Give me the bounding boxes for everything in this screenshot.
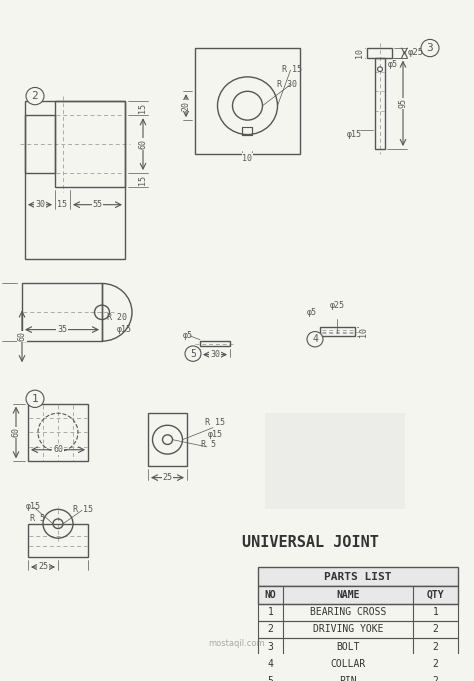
Bar [320, 327, 355, 336]
Bar [258, 638, 458, 655]
Text: BEARING CROSS: BEARING CROSS [310, 607, 386, 617]
Bar [258, 621, 458, 638]
Text: 4: 4 [312, 334, 318, 344]
Text: 95: 95 [399, 98, 408, 108]
Bar [375, 58, 385, 149]
Text: 35: 35 [57, 325, 67, 334]
Text: UNIVERSAL JOINT: UNIVERSAL JOINT [242, 535, 378, 550]
Text: mostaqil.com: mostaqil.com [209, 639, 265, 648]
Bar [195, 48, 300, 154]
Bar [200, 341, 230, 346]
Text: 60: 60 [11, 428, 20, 437]
Text: 2: 2 [433, 676, 438, 681]
Text: 2: 2 [267, 624, 273, 635]
Text: 30: 30 [35, 200, 45, 209]
Text: 55: 55 [92, 200, 102, 209]
Text: 3: 3 [427, 43, 433, 53]
Text: 15: 15 [138, 175, 147, 185]
Text: PIN: PIN [339, 676, 357, 681]
Text: φ5: φ5 [307, 308, 317, 317]
Text: R 15: R 15 [283, 65, 302, 74]
Text: 4: 4 [267, 659, 273, 669]
Bar [28, 404, 88, 461]
Bar [148, 413, 187, 466]
Text: R 15: R 15 [73, 505, 93, 514]
Bar [258, 586, 458, 603]
Text: 25: 25 [163, 473, 173, 482]
Text: 2: 2 [433, 642, 438, 652]
Circle shape [26, 87, 44, 105]
Text: 25: 25 [38, 563, 48, 571]
Bar [25, 101, 70, 259]
Text: R 20: R 20 [107, 313, 127, 321]
Text: 10: 10 [243, 154, 253, 163]
Circle shape [185, 346, 201, 362]
Text: 1: 1 [433, 607, 438, 617]
Bar [258, 567, 458, 586]
Text: COLLAR: COLLAR [330, 659, 365, 669]
Text: 5: 5 [267, 676, 273, 681]
Bar [25, 101, 125, 259]
Bar [367, 48, 392, 58]
Text: 2: 2 [32, 91, 38, 101]
Circle shape [421, 39, 439, 57]
Bar [265, 413, 405, 509]
Text: φ15: φ15 [347, 130, 362, 139]
Text: PARTS LIST: PARTS LIST [324, 571, 392, 582]
Text: NO: NO [264, 590, 276, 600]
Circle shape [26, 390, 44, 407]
Text: R 5: R 5 [201, 441, 217, 449]
Text: φ15: φ15 [26, 502, 40, 511]
Text: 10: 10 [359, 327, 368, 336]
Bar [258, 603, 458, 621]
Text: 1: 1 [32, 394, 38, 404]
Text: 60: 60 [18, 332, 27, 341]
Text: φ15: φ15 [117, 325, 131, 334]
Text: φ15: φ15 [208, 430, 222, 439]
Text: 60: 60 [138, 139, 147, 149]
Text: NAME: NAME [336, 590, 360, 600]
Text: φ5: φ5 [388, 60, 398, 69]
Text: 30: 30 [210, 350, 220, 359]
Bar [243, 127, 253, 135]
Text: 20: 20 [182, 101, 191, 111]
Text: R 30: R 30 [277, 80, 298, 89]
Text: 15: 15 [138, 103, 147, 113]
Bar [28, 524, 88, 557]
Bar [55, 101, 125, 187]
Text: BOLT: BOLT [336, 642, 360, 652]
Text: φ25: φ25 [408, 48, 424, 57]
Bar [22, 283, 102, 341]
Bar [258, 655, 458, 673]
Text: 10: 10 [355, 48, 364, 58]
Text: φ25: φ25 [330, 301, 345, 310]
Text: φ5: φ5 [183, 332, 193, 340]
Circle shape [307, 332, 323, 347]
Text: 2: 2 [433, 659, 438, 669]
Text: DRIVING YOKE: DRIVING YOKE [313, 624, 383, 635]
Text: 2: 2 [433, 624, 438, 635]
Text: 60: 60 [53, 445, 63, 454]
Text: 3: 3 [267, 642, 273, 652]
Text: 15: 15 [57, 200, 67, 209]
Text: 5: 5 [190, 349, 196, 359]
Text: QTY: QTY [427, 590, 444, 600]
Bar [25, 115, 55, 173]
Bar [258, 673, 458, 681]
Text: R 5: R 5 [30, 514, 46, 524]
Text: R 15: R 15 [205, 418, 225, 428]
Text: 1: 1 [267, 607, 273, 617]
